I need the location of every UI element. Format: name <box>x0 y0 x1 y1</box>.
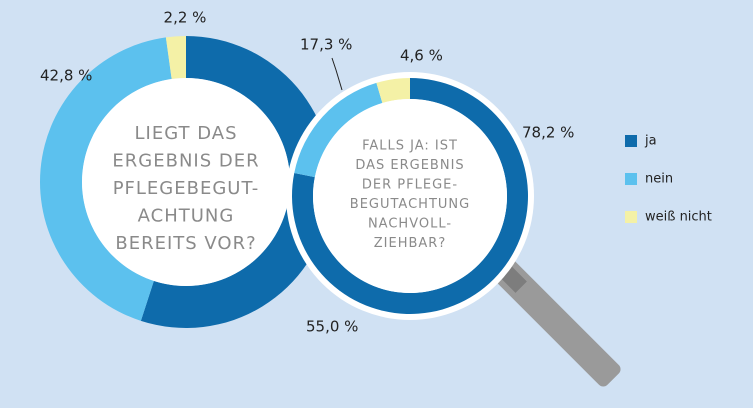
legend-label: ja <box>644 134 657 149</box>
leader-line <box>332 58 342 90</box>
value-label: 55,0 % <box>306 318 358 336</box>
center-title: DAS ERGEBNIS <box>355 158 464 173</box>
center-title: ACHTUNG <box>138 206 235 227</box>
legend-swatch <box>625 173 637 185</box>
center-title: FALLS JA: IST <box>362 139 458 154</box>
center-title: ZIEHBAR? <box>374 236 446 251</box>
value-label: 17,3 % <box>300 36 352 54</box>
value-label: 42,8 % <box>40 67 92 85</box>
legend-label: nein <box>645 172 673 187</box>
center-title: LIEGT DAS <box>134 123 237 144</box>
donut-hole <box>313 99 507 293</box>
center-title: ERGEBNIS DER <box>112 151 259 172</box>
center-title: DER PFLEGE- <box>362 178 458 193</box>
value-label: 4,6 % <box>400 47 443 65</box>
center-title: PFLEGEBEGUT- <box>113 178 260 199</box>
legend-swatch <box>625 135 637 147</box>
center-title: BEREITS VOR? <box>115 233 256 254</box>
value-label: 2,2 % <box>164 9 207 27</box>
chart: 55,0 % 42,8 % 2,2 % LIEGT DAS ERGEBNIS DER PF… <box>0 0 753 408</box>
magnifier-handle <box>490 256 623 389</box>
legend-swatch <box>625 211 637 223</box>
center-title: NACHVOLL- <box>368 217 452 232</box>
center-title: BEGUTACHTUNG <box>350 197 470 212</box>
legend-label: weiß nicht <box>645 210 712 225</box>
value-label: 78,2 % <box>522 124 574 142</box>
